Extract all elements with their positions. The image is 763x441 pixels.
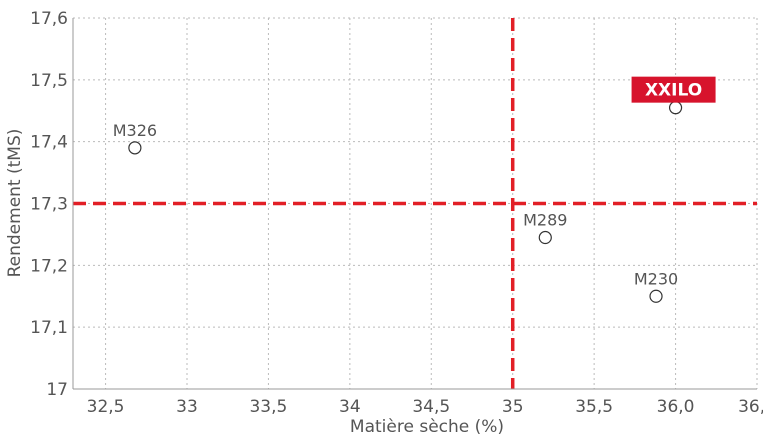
- axis-frame: [72, 18, 757, 390]
- x-tick-label: 33,5: [249, 397, 287, 417]
- y-tick-label: 17,5: [30, 71, 68, 91]
- data-point: [128, 141, 142, 155]
- x-tick-label: 35: [502, 397, 524, 417]
- x-axis-title: Matière sèche (%): [350, 417, 504, 437]
- y-tick-label: 17: [46, 380, 68, 400]
- y-tick-label: 17,6: [30, 9, 68, 29]
- point-label: M326: [113, 121, 157, 140]
- x-tick-label: 34,5: [412, 397, 450, 417]
- data-point: [649, 289, 663, 303]
- y-tick-label: 17,3: [30, 195, 68, 215]
- tick-labels: 32,5 33 33,5 34 34,5 35 35,5 36,0 36,5 17 17,1 17,2…: [30, 9, 763, 417]
- highlight-badge: [631, 76, 716, 103]
- data-point: [668, 101, 683, 115]
- x-tick-label: 36,0: [657, 397, 695, 417]
- x-tick-label: 35,5: [575, 397, 613, 417]
- reference-lines: [73, 18, 757, 389]
- x-tick-label: 34: [339, 397, 361, 417]
- y-axis-title: Rendement (tMS): [5, 129, 25, 278]
- y-tick-label: 17,2: [30, 256, 68, 276]
- data-points: M326 XXILO M289 M230: [113, 76, 716, 303]
- point-label: M289: [523, 211, 567, 230]
- x-tick-label: 32,5: [87, 397, 125, 417]
- data-point: [538, 230, 552, 245]
- x-tick-label: 36,5: [738, 397, 763, 417]
- y-tick-label: 17,4: [30, 133, 68, 153]
- x-tick-label: 33: [176, 397, 198, 417]
- y-tick-label: 17,1: [30, 318, 68, 338]
- point-label: XXILO: [645, 81, 702, 101]
- point-label: M230: [634, 269, 678, 288]
